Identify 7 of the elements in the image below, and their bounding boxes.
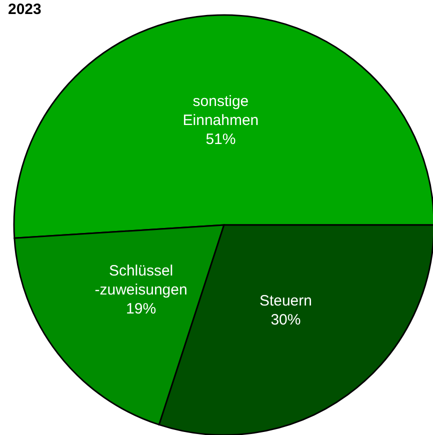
data-label: 19%	[126, 300, 156, 318]
chart-title: 2023	[8, 1, 42, 18]
data-label: 30%	[270, 311, 301, 328]
slice-label: sonstige Einnahmen	[182, 93, 259, 130]
slice-label: Schlüssel -zuweisungen	[94, 262, 188, 298]
slice-label: Steuern	[259, 292, 312, 310]
data-label: 51%	[206, 131, 236, 148]
